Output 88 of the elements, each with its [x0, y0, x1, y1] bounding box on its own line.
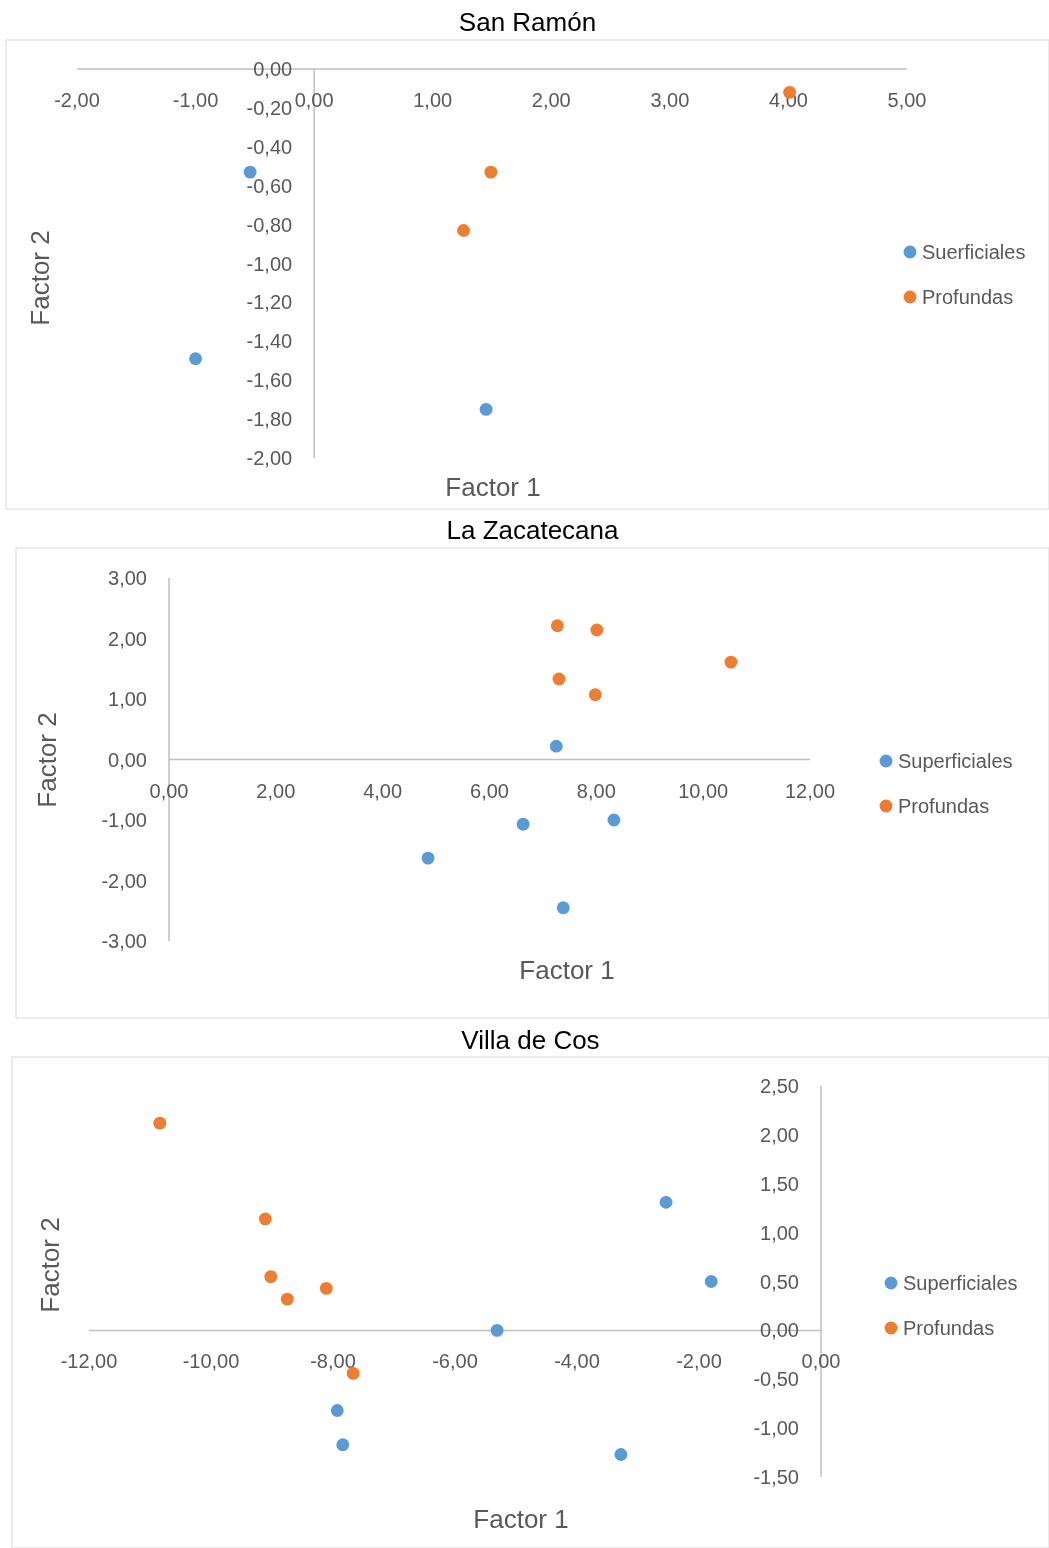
point: [552, 672, 566, 686]
point: [330, 1404, 344, 1417]
legend-label: Suerficiales: [922, 241, 1026, 263]
x-axis-title: Factor 1: [473, 1504, 569, 1534]
point: [590, 623, 604, 637]
y-tick-label: -2,00: [246, 447, 293, 469]
x-tick-label: 1,00: [413, 89, 453, 111]
point: [704, 1275, 718, 1288]
legend-label: Superficiales: [898, 750, 1013, 772]
y-tick-label: 0,00: [253, 58, 293, 80]
x-tick-label: 0,00: [801, 1350, 841, 1373]
y-tick-label: -0,40: [246, 135, 293, 158]
y-tick-label: -1,00: [246, 252, 293, 275]
x-tick-label: 0,00: [149, 779, 189, 802]
point: [243, 165, 257, 179]
x-tick-label: -1,00: [172, 89, 219, 111]
point: [264, 1270, 278, 1284]
x-tick-label: 0,00: [294, 89, 334, 111]
x-tick-label: 12,00: [784, 779, 836, 802]
legend-label: Profundas: [898, 795, 990, 817]
x-tick-label: -8,00: [310, 1350, 356, 1373]
y-tick-label: 2,00: [108, 627, 147, 650]
point: [484, 165, 498, 179]
legend-label: Profundas: [903, 1317, 995, 1339]
x-tick-label: 4,00: [363, 779, 403, 802]
point: [516, 817, 530, 831]
point: [153, 1116, 167, 1130]
x-tick-label: 10,00: [678, 779, 729, 802]
x-tick-label: 6,00: [470, 779, 509, 802]
point: [724, 655, 738, 669]
x-tick-label: -10,00: [182, 1350, 240, 1373]
point: [421, 851, 435, 865]
point: [479, 402, 493, 416]
y-tick-label: -3,00: [101, 930, 147, 952]
chart-title: La Zacatecana: [446, 515, 620, 545]
chart-title: San Ramón: [458, 7, 597, 37]
y-tick-label: 1,00: [108, 688, 147, 710]
y-tick-label: -0,80: [246, 213, 293, 236]
point: [607, 813, 621, 827]
point: [189, 352, 202, 366]
y-tick-label: 1,50: [760, 1172, 799, 1195]
x-tick-label: 8,00: [576, 779, 616, 802]
point: [659, 1195, 673, 1209]
point: [280, 1292, 294, 1306]
x-axis-title: Factor 1: [519, 955, 615, 985]
y-tick-label: 1,00: [760, 1221, 799, 1244]
point: [457, 224, 470, 237]
point: [556, 901, 570, 915]
point: [549, 739, 563, 753]
y-tick-label: -1,60: [246, 369, 293, 392]
y-tick-label: -1,00: [101, 809, 147, 831]
y-axis-title: Factor 2: [25, 230, 55, 326]
y-tick-label: -1,20: [246, 291, 293, 314]
y-tick-label: -1,40: [246, 330, 293, 353]
point: [614, 1448, 628, 1461]
x-axis-title: Factor 1: [445, 472, 541, 502]
y-tick-label: 3,00: [108, 567, 147, 589]
y-tick-label: -0,50: [753, 1368, 799, 1391]
x-tick-label: -12,00: [60, 1350, 118, 1373]
point: [319, 1281, 333, 1295]
y-axis-title: Factor 2: [32, 712, 62, 808]
x-tick-label: -6,00: [432, 1350, 478, 1373]
y-tick-label: -1,00: [753, 1417, 799, 1440]
y-tick-label: -1,80: [246, 408, 293, 431]
y-tick-label: 0,50: [760, 1270, 799, 1293]
y-axis-title: Factor 2: [35, 1217, 65, 1313]
point: [258, 1212, 272, 1226]
legend-label: Superficiales: [903, 1272, 1018, 1294]
x-tick-label: -2,00: [676, 1350, 722, 1373]
x-tick-label: -2,00: [54, 89, 100, 111]
point: [490, 1323, 504, 1337]
y-tick-label: 2,50: [760, 1075, 799, 1097]
point: [550, 619, 564, 633]
x-tick-label: 2,00: [531, 89, 571, 111]
point: [336, 1438, 350, 1452]
chart-title: Villa de Cos: [461, 1025, 600, 1055]
y-tick-label: -2,00: [101, 869, 147, 892]
legend-label: Profundas: [922, 286, 1014, 308]
point: [588, 688, 602, 702]
y-tick-label: -0,60: [246, 174, 293, 197]
y-tick-label: -0,20: [246, 96, 293, 119]
y-tick-label: 0,00: [760, 1319, 799, 1342]
x-tick-label: -4,00: [554, 1350, 600, 1373]
y-tick-label: 2,00: [760, 1123, 799, 1146]
x-tick-label: 5,00: [887, 89, 927, 111]
y-tick-label: -1,50: [753, 1466, 799, 1488]
x-tick-label: 3,00: [650, 89, 690, 111]
y-tick-label: 0,00: [108, 748, 147, 771]
